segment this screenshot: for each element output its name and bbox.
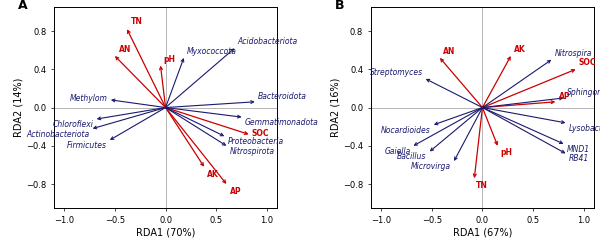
Text: Gemmatimonadota: Gemmatimonadota bbox=[245, 118, 319, 127]
Text: B: B bbox=[335, 0, 344, 12]
Text: Bacteroidota: Bacteroidota bbox=[258, 92, 307, 101]
Text: Nitrospirota: Nitrospirota bbox=[229, 147, 274, 156]
Text: AK: AK bbox=[207, 170, 219, 179]
Y-axis label: RDA2 (16%): RDA2 (16%) bbox=[330, 78, 340, 137]
Text: Sphingomonas: Sphingomonas bbox=[566, 88, 600, 97]
Text: TN: TN bbox=[476, 181, 488, 190]
Text: AK: AK bbox=[514, 45, 526, 54]
Text: Proteobacteria: Proteobacteria bbox=[227, 137, 284, 146]
Text: MND1: MND1 bbox=[566, 145, 590, 154]
Text: Acidobacteriota: Acidobacteriota bbox=[238, 37, 298, 46]
Text: RB41: RB41 bbox=[569, 154, 589, 163]
Text: Microvirga: Microvirga bbox=[411, 162, 451, 171]
Y-axis label: RDA2 (14%): RDA2 (14%) bbox=[13, 78, 23, 137]
Text: Streptomyces: Streptomyces bbox=[370, 68, 422, 77]
Text: pH: pH bbox=[164, 54, 176, 64]
X-axis label: RDA1 (67%): RDA1 (67%) bbox=[453, 227, 512, 237]
Text: Nocardioides: Nocardioides bbox=[381, 126, 431, 135]
Text: Firmicutes: Firmicutes bbox=[67, 141, 107, 150]
Text: AP: AP bbox=[229, 187, 241, 196]
Text: Bacillus: Bacillus bbox=[397, 152, 427, 162]
Text: SOC: SOC bbox=[252, 129, 269, 138]
Text: Lysobacter: Lysobacter bbox=[569, 124, 600, 133]
Text: Myxococcota: Myxococcota bbox=[187, 47, 237, 56]
X-axis label: RDA1 (70%): RDA1 (70%) bbox=[136, 227, 195, 237]
Text: pH: pH bbox=[500, 148, 512, 157]
Text: TN: TN bbox=[131, 17, 143, 26]
Text: Chloroflexi: Chloroflexi bbox=[53, 120, 94, 129]
Text: A: A bbox=[18, 0, 28, 12]
Text: Actinobacteriota: Actinobacteriota bbox=[26, 130, 89, 139]
Text: AN: AN bbox=[443, 47, 455, 56]
Text: Methylom: Methylom bbox=[70, 94, 108, 103]
Text: AN: AN bbox=[119, 45, 131, 54]
Text: Gaiella: Gaiella bbox=[384, 147, 410, 156]
Text: SOC: SOC bbox=[579, 58, 596, 67]
Text: AP: AP bbox=[559, 92, 570, 101]
Text: Nitrospira: Nitrospira bbox=[554, 49, 592, 58]
